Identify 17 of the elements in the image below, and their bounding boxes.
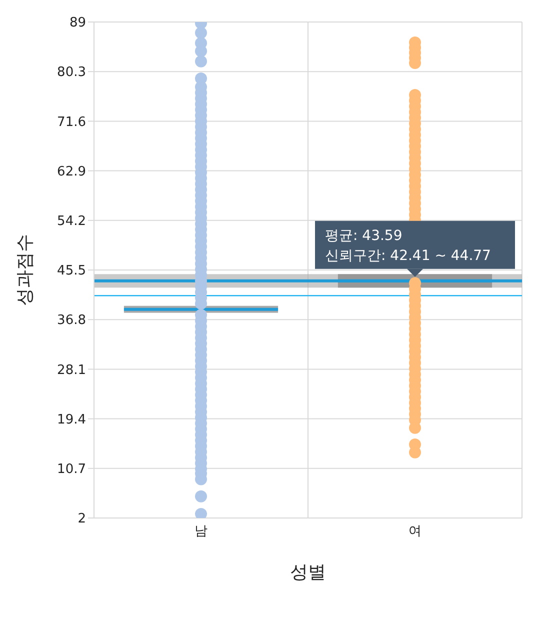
y-tick-label: 36.8 bbox=[57, 313, 86, 328]
y-tick-label: 2 bbox=[78, 512, 86, 527]
y-tick-label: 89 bbox=[69, 16, 86, 31]
y-tick-label: 54.2 bbox=[57, 214, 86, 230]
y-tick-label: 19.4 bbox=[57, 412, 86, 428]
annotation: 신뢰구간: 42.41 ~ 44.77 bbox=[325, 248, 491, 264]
x-axis-title: 성별 bbox=[290, 562, 326, 583]
y-tick-label: 80.3 bbox=[57, 65, 86, 80]
y-tick-label: 28.1 bbox=[57, 362, 86, 378]
x-tick-label: 남 bbox=[194, 524, 208, 540]
y-tick-label: 62.9 bbox=[57, 164, 86, 180]
annotation: 평균: 43.59 bbox=[325, 228, 402, 244]
x-tick-label: 여 bbox=[408, 524, 422, 540]
y-tick-label: 71.6 bbox=[57, 114, 86, 130]
y-tick-label: 10.7 bbox=[57, 462, 86, 478]
y-tick-label: 45.5 bbox=[57, 264, 86, 279]
y-axis-title: 성과점수 bbox=[14, 234, 36, 306]
